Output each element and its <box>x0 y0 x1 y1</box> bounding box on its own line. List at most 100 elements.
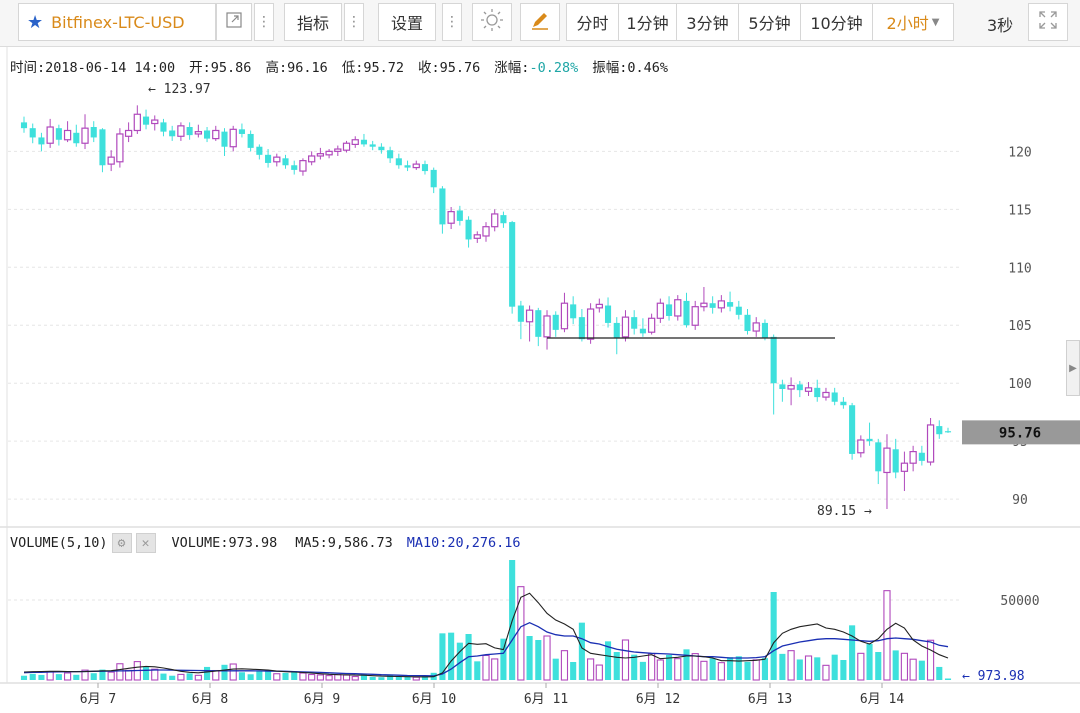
candle-down <box>421 164 429 172</box>
candle-up <box>787 384 795 390</box>
ma10-line <box>23 621 949 677</box>
refresh-rate[interactable]: 3秒 <box>987 16 1014 35</box>
scroll-right-handle[interactable]: ▶ <box>1066 340 1080 396</box>
symbol-more-button[interactable]: ⋮ <box>254 3 274 41</box>
candle-down <box>387 150 394 159</box>
settings-button[interactable]: 设置 <box>378 3 436 41</box>
settings-more-button[interactable]: ⋮ <box>442 3 462 41</box>
star-icon[interactable]: ★ <box>27 11 44 33</box>
interval-tab[interactable]: 5分钟 <box>739 4 801 40</box>
candle-up <box>63 129 72 141</box>
volume-bar-down <box>683 649 690 680</box>
theme-toggle-button[interactable] <box>472 3 512 41</box>
volume-bar-down <box>456 642 463 680</box>
volume-bar-up <box>517 586 525 681</box>
volume-bar-up <box>560 650 569 681</box>
price-tick-label: 120 <box>1008 145 1031 160</box>
popout-button[interactable] <box>216 3 252 41</box>
candle-up <box>342 142 351 151</box>
volume-bar-down <box>613 652 620 680</box>
candle-down <box>142 116 150 125</box>
volume-bar-down <box>944 678 952 680</box>
price-tick-label: 115 <box>1008 203 1031 218</box>
volume-bar-up <box>717 662 725 681</box>
interval-tab-selected[interactable]: 2小时 ▼ <box>873 4 953 40</box>
volume-bar-up <box>482 654 490 681</box>
external-link-icon <box>225 11 243 33</box>
candle-down <box>500 215 507 224</box>
volume-bar-down <box>369 676 376 680</box>
candle-up <box>752 322 760 332</box>
symbol-selector[interactable]: ★ Bitfinex-LTC-USD <box>18 3 216 41</box>
draw-tool-button[interactable] <box>520 3 560 41</box>
candle-up <box>621 316 630 338</box>
indicator-button[interactable]: 指标 <box>284 3 342 41</box>
date-label: 6月 7 <box>80 692 116 707</box>
more-vertical-icon: ⋮ <box>347 14 361 30</box>
volume-bar-down <box>892 650 899 680</box>
candle-down <box>55 128 62 140</box>
candle-down <box>378 146 385 151</box>
volume-settings-button[interactable]: ⚙ <box>111 533 132 553</box>
volume-bar-up <box>63 672 72 681</box>
date-label: 6月 9 <box>304 692 340 707</box>
candle-down <box>73 132 80 144</box>
symbol-name: Bitfinex-LTC-USD <box>51 12 185 32</box>
indicator-more-button[interactable]: ⋮ <box>344 3 364 41</box>
volume-bar-down <box>552 658 559 680</box>
volume-bar-up <box>621 639 630 681</box>
volume-bar-up <box>587 658 595 681</box>
price-tick-label: 110 <box>1008 261 1031 276</box>
candle-up <box>273 156 281 163</box>
candle-down <box>535 310 542 337</box>
candle-up <box>674 299 682 317</box>
price-tick-label: 90 <box>1012 493 1028 508</box>
candle-down <box>238 129 245 134</box>
candle-up <box>586 308 595 340</box>
volume-info: VOLUME(5,10) ⚙ ✕ VOLUME:973.98 MA5:9,586… <box>10 533 521 553</box>
interval-tab[interactable]: 10分钟 <box>801 4 873 40</box>
volume-bar-down <box>221 664 228 680</box>
volume-bar-down <box>666 654 673 680</box>
volume-close-button[interactable]: ✕ <box>135 533 156 553</box>
candle-down <box>604 305 612 323</box>
candle-down <box>291 165 298 170</box>
candle-up <box>212 129 220 140</box>
volume-bar-down <box>29 673 36 680</box>
volume-bar-up <box>857 652 865 681</box>
candle-down <box>613 322 620 338</box>
info-change-label: 涨幅: <box>494 60 530 76</box>
chevron-right-icon: ▶ <box>1069 362 1077 374</box>
candle-down <box>282 158 289 166</box>
candle-down <box>814 387 821 398</box>
candle-down <box>570 304 577 319</box>
volume-bar-down <box>866 644 873 680</box>
candle-down <box>169 130 176 137</box>
candle-down <box>430 169 437 188</box>
volume-bar-down <box>831 654 838 680</box>
chevron-down-icon: ▼ <box>931 16 940 28</box>
candle-down <box>875 442 882 472</box>
volume-bars <box>20 560 952 681</box>
candle-down <box>221 131 228 147</box>
price-tick-label: 95 <box>1012 435 1028 450</box>
volume-bar-down <box>55 674 62 680</box>
more-vertical-icon: ⋮ <box>257 14 271 30</box>
candle-down <box>683 300 690 326</box>
interval-tab[interactable]: 3分钟 <box>677 4 739 40</box>
volume-bar-down <box>90 673 97 680</box>
volume-bar-up <box>46 671 54 681</box>
volume-bar-down <box>204 666 211 680</box>
interval-tab[interactable]: 分时 <box>567 4 619 40</box>
fullscreen-button[interactable] <box>1028 3 1068 41</box>
candle-up <box>900 462 909 472</box>
volume-bar-up <box>412 676 420 681</box>
volume-bar-down <box>849 625 856 680</box>
candle-down <box>849 405 856 454</box>
candle-up <box>857 439 865 454</box>
candle-down <box>552 314 559 330</box>
interval-tab[interactable]: 1分钟 <box>619 4 677 40</box>
candle-up <box>447 211 455 224</box>
date-label: 6月 14 <box>860 692 904 707</box>
